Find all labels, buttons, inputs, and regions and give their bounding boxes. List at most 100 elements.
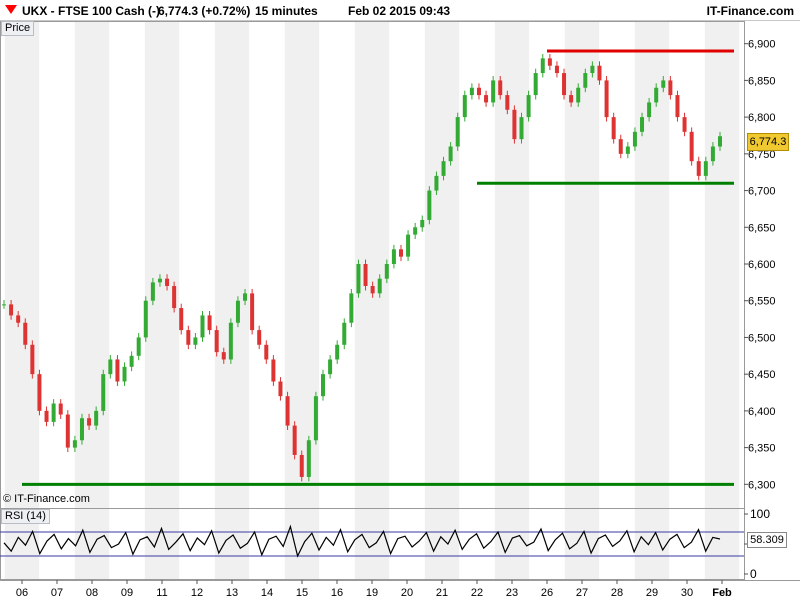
candle-body xyxy=(179,308,184,331)
price-tick-label: 6,500 xyxy=(748,332,776,344)
candle-body xyxy=(420,219,425,228)
rsi-day-band xyxy=(634,508,670,580)
candle-body xyxy=(618,139,623,154)
candle-body xyxy=(101,374,106,411)
price-tick-label: 6,850 xyxy=(748,75,776,87)
candle-body xyxy=(654,87,659,103)
datetime-text: Feb 02 2015 09:43 xyxy=(348,4,451,18)
candle-body xyxy=(207,315,212,331)
rsi-day-band xyxy=(424,508,460,580)
price-tick-label: 6,650 xyxy=(748,222,776,234)
candle-body xyxy=(143,300,148,338)
rsi-value-badge: 58.309 xyxy=(747,532,787,548)
candle-body xyxy=(505,95,510,110)
candle-body xyxy=(243,293,248,301)
candle-body xyxy=(37,374,42,411)
candle-body xyxy=(16,315,21,323)
day-band xyxy=(494,21,530,509)
candle-body xyxy=(257,330,262,345)
candle-body xyxy=(87,418,92,426)
rsi-day-band xyxy=(284,508,320,580)
price-tick-label: 6,600 xyxy=(748,259,776,271)
candle-body xyxy=(526,95,531,118)
rsi-day-band xyxy=(74,508,110,580)
candle-body xyxy=(30,344,35,375)
candle-body xyxy=(384,264,389,279)
candle-body xyxy=(569,95,574,103)
x-tick-label: 13 xyxy=(226,587,238,599)
rsi-day-band xyxy=(354,508,390,580)
price-tick-label: 6,750 xyxy=(748,149,776,161)
x-tick-label: 23 xyxy=(506,587,518,599)
candle-body xyxy=(250,293,255,331)
down-arrow-shape xyxy=(5,5,17,14)
candle-body xyxy=(165,278,170,287)
candle-body xyxy=(271,359,276,382)
candle-body xyxy=(58,403,63,415)
candle-body xyxy=(710,146,715,162)
candle-body xyxy=(625,146,630,154)
candle-body xyxy=(299,454,304,477)
last-price-badge: 6,774.3 xyxy=(747,133,789,151)
interval-text: 15 minutes xyxy=(255,4,318,18)
x-tick-label: 08 xyxy=(86,587,98,599)
candle-body xyxy=(604,80,609,118)
candle-body xyxy=(590,65,595,74)
candle-body xyxy=(51,403,56,422)
candle-body xyxy=(675,95,680,118)
rsi-day-band xyxy=(494,508,530,580)
candle-body xyxy=(476,87,481,96)
site-name[interactable]: IT-Finance.com xyxy=(706,4,794,18)
candle-body xyxy=(136,337,141,356)
candle-body xyxy=(115,359,120,382)
candle-body xyxy=(328,359,333,375)
day-band xyxy=(144,21,180,509)
candle-body xyxy=(235,300,240,323)
rsi-chart[interactable]: 1005000607080911121314151619202122232627… xyxy=(0,508,800,600)
candle-body xyxy=(434,175,439,191)
candle-body xyxy=(448,146,453,162)
price-tick-label: 6,800 xyxy=(748,112,776,124)
candle-body xyxy=(462,95,467,118)
candle-body xyxy=(193,337,198,345)
x-tick-label: 16 xyxy=(331,587,343,599)
price-tick-label: 6,550 xyxy=(748,296,776,308)
candle-body xyxy=(79,418,84,441)
candle-body xyxy=(2,304,6,306)
candle-body xyxy=(122,366,127,382)
x-tick-label: 09 xyxy=(121,587,133,599)
candle-body xyxy=(221,352,226,360)
price-tick-label: 6,300 xyxy=(748,479,776,491)
candle-body xyxy=(186,330,191,345)
day-band xyxy=(74,21,110,509)
day-band xyxy=(4,21,40,509)
candle-body xyxy=(313,396,318,441)
down-arrow-icon xyxy=(5,5,17,14)
candle-body xyxy=(611,117,616,140)
x-tick-label: 14 xyxy=(261,587,273,599)
candle-body xyxy=(72,440,77,448)
candle-body xyxy=(356,264,361,294)
x-tick-label: 22 xyxy=(471,587,483,599)
x-tick-label: 07 xyxy=(51,587,63,599)
candle-body xyxy=(597,65,602,81)
candle-body xyxy=(292,425,297,455)
day-band xyxy=(214,21,250,509)
candle-body xyxy=(228,322,233,360)
price-tick-label: 6,350 xyxy=(748,443,776,455)
price-tick-label: 6,700 xyxy=(748,186,776,198)
symbol-name: UKX - FTSE 100 Cash (-) xyxy=(22,4,161,18)
candle-body xyxy=(668,80,673,96)
candle-body xyxy=(689,131,694,162)
x-tick-label: 15 xyxy=(296,587,308,599)
candle-body xyxy=(108,359,113,375)
candle-body xyxy=(441,161,446,176)
day-band xyxy=(284,21,320,509)
candle-body xyxy=(129,355,134,367)
candle-body xyxy=(661,80,666,88)
x-tick-label: 12 xyxy=(191,587,203,599)
price-chart[interactable]: 6,900 6,850 6,800 6,750 6,700 6,650 6,600 6,550… xyxy=(0,21,800,509)
candle-body xyxy=(484,95,489,103)
candle-body xyxy=(264,344,269,360)
candle-body xyxy=(540,58,545,74)
